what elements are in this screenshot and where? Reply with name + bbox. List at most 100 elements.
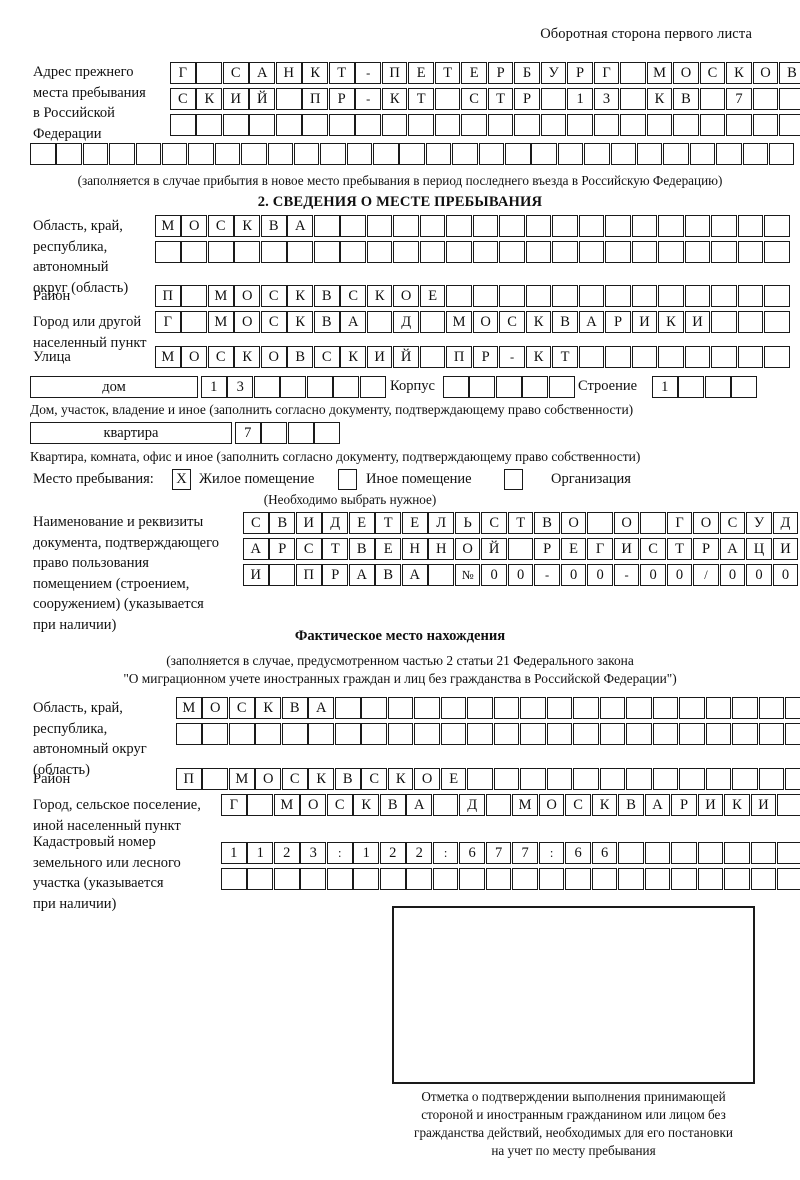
char-box[interactable]: Д [393,311,419,333]
char-box[interactable]: С [295,538,322,560]
char-box[interactable] [658,215,684,237]
char-box[interactable] [56,143,82,165]
char-box[interactable]: 7 [726,88,752,110]
char-box[interactable] [202,768,229,790]
char-box[interactable] [724,868,750,890]
char-box[interactable] [499,241,525,263]
char-box[interactable] [472,241,499,263]
char-box[interactable]: Г [155,311,181,333]
char-box[interactable]: В [260,215,287,237]
char-box[interactable]: Р [487,62,514,84]
char-box[interactable]: П [381,62,408,84]
char-box[interactable]: М [155,215,181,237]
char-box[interactable]: № [454,564,481,586]
char-box[interactable]: С [340,285,366,307]
char-box[interactable] [750,842,777,864]
char-box[interactable] [785,697,800,719]
char-box[interactable] [432,794,459,816]
char-box[interactable]: С [207,215,234,237]
char-box[interactable] [620,114,646,136]
char-box[interactable] [768,143,795,165]
char-box[interactable]: П [302,88,329,110]
char-box[interactable]: С [481,512,507,534]
char-box[interactable] [636,143,663,165]
char-box[interactable]: Й [249,88,276,110]
char-box[interactable] [188,143,214,165]
char-box[interactable] [726,114,752,136]
char-box[interactable] [408,114,434,136]
char-box[interactable] [737,346,764,368]
char-box[interactable]: А [249,62,276,84]
actual-region-row-2[interactable] [176,723,800,745]
char-box[interactable] [705,723,732,745]
char-box[interactable] [434,88,461,110]
char-box[interactable]: 7 [485,842,512,864]
char-box[interactable] [355,114,381,136]
char-box[interactable] [587,512,613,534]
char-box[interactable] [461,114,487,136]
char-box[interactable]: К [366,285,393,307]
char-box[interactable] [253,376,280,398]
char-box[interactable]: Р [534,538,560,560]
char-box[interactable]: В [281,697,308,719]
char-box[interactable]: К [196,88,223,110]
char-box[interactable]: 0 [772,564,799,586]
char-box[interactable] [758,723,785,745]
char-box[interactable]: О [393,285,419,307]
char-box[interactable]: К [381,88,408,110]
char-box[interactable]: Р [472,346,499,368]
char-box[interactable] [716,143,742,165]
char-box[interactable] [261,422,288,444]
char-box[interactable] [599,723,626,745]
char-box[interactable] [626,697,652,719]
char-box[interactable] [467,723,493,745]
char-box[interactable]: К [353,794,380,816]
char-box[interactable] [247,794,274,816]
char-box[interactable]: Р [567,62,593,84]
char-box[interactable] [313,215,340,237]
char-box[interactable] [652,768,679,790]
char-box[interactable] [525,241,552,263]
char-box[interactable]: Т [552,346,578,368]
char-box[interactable]: Ь [454,512,481,534]
char-box[interactable] [631,215,658,237]
char-box[interactable]: О [255,768,282,790]
char-box[interactable] [663,143,689,165]
char-box[interactable] [249,114,276,136]
char-box[interactable] [724,842,750,864]
char-box[interactable]: М [155,346,181,368]
char-box[interactable]: 1 [567,88,593,110]
char-box[interactable] [366,311,393,333]
char-box[interactable] [671,868,697,890]
char-box[interactable] [605,346,631,368]
char-box[interactable] [499,285,525,307]
char-box[interactable] [599,697,626,719]
prev-address-row-4[interactable] [30,143,795,165]
char-box[interactable] [293,143,320,165]
char-box[interactable]: Е [401,512,428,534]
char-box[interactable]: Е [419,285,446,307]
char-box[interactable]: С [499,311,525,333]
char-box[interactable] [764,311,790,333]
char-box[interactable]: А [719,538,746,560]
char-box[interactable] [764,215,790,237]
char-box[interactable] [135,143,162,165]
char-box[interactable]: : [538,842,565,864]
char-box[interactable] [328,114,355,136]
char-box[interactable] [314,422,341,444]
char-box[interactable]: О [560,512,587,534]
char-box[interactable] [255,723,282,745]
char-box[interactable]: 3 [593,88,620,110]
char-box[interactable]: О [613,512,640,534]
char-box[interactable] [505,143,531,165]
char-box[interactable] [393,215,419,237]
char-box[interactable] [467,768,493,790]
char-box[interactable] [381,114,408,136]
char-box[interactable]: М [646,62,673,84]
char-box[interactable] [567,114,593,136]
char-box[interactable] [652,697,679,719]
